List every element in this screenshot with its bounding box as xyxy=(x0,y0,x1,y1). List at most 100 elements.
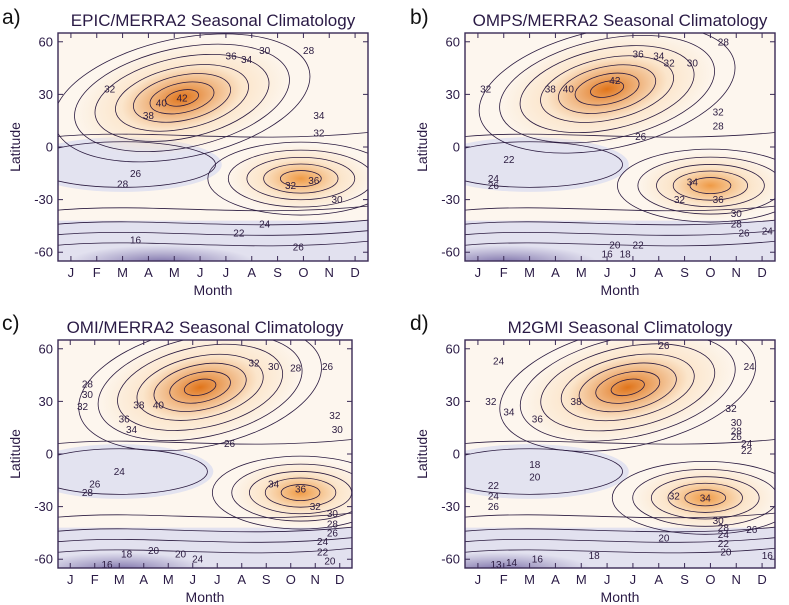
contour-label: 26 xyxy=(738,228,750,239)
contour-label: 24 xyxy=(317,537,329,548)
contour-line-north-4 xyxy=(540,55,675,123)
contour-label: 24 xyxy=(488,492,500,503)
contour-line-tropics xyxy=(465,448,623,495)
x-tick-label: O xyxy=(286,572,296,587)
contour-line-band-4 xyxy=(465,230,775,236)
contour-label: 16 xyxy=(762,551,774,562)
contour-line-north-1 xyxy=(478,33,736,154)
x-axis-label: Month xyxy=(186,589,225,605)
contour-label: 26 xyxy=(658,341,670,352)
contour-label: 40 xyxy=(153,400,165,411)
contour-line-north-2 xyxy=(74,43,290,153)
contour-label: 22 xyxy=(718,539,730,550)
contour-line-band-1 xyxy=(465,439,775,445)
panel-title: EPIC/MERRA2 Seasonal Climatology xyxy=(71,11,356,30)
contour-line-north-5 xyxy=(153,362,247,412)
x-axis-label: Month xyxy=(194,282,233,298)
contour-label: 24 xyxy=(744,362,756,373)
contour-label: 32 xyxy=(669,492,681,503)
contour-label: 24 xyxy=(718,530,730,541)
contour-label: 26 xyxy=(130,169,142,180)
contour-line-north-7 xyxy=(610,378,645,397)
cool-band-tropics xyxy=(465,137,629,192)
contour-label: 36 xyxy=(532,414,544,425)
x-tick-label: M xyxy=(163,572,174,587)
contour-label: 34 xyxy=(503,407,515,418)
contour-label: 26 xyxy=(293,242,305,253)
x-tick-label: J xyxy=(604,265,611,280)
contour-label: 18 xyxy=(529,460,541,471)
contour-label: 34 xyxy=(700,493,712,504)
x-tick-label: O xyxy=(705,265,715,280)
contour-label: 20 xyxy=(324,556,336,567)
contour-line-south-1 xyxy=(211,455,352,530)
contour-label: 28 xyxy=(731,220,743,231)
contour-label: 26 xyxy=(327,528,339,539)
contour-label: 30 xyxy=(332,425,344,436)
contour-line-band-2 xyxy=(58,512,352,519)
contour-label: 28 xyxy=(731,427,743,438)
x-tick-label: A xyxy=(237,572,246,587)
panel-title: OMPS/MERRA2 Seasonal Climatology xyxy=(473,11,768,30)
contour-line-band-5 xyxy=(465,240,775,247)
contour-line-band-2 xyxy=(465,205,775,212)
contour-line-north-5 xyxy=(558,64,657,114)
contour-line-band-1 xyxy=(58,439,352,445)
x-tick-label: A xyxy=(144,265,153,280)
contour-line-south-2 xyxy=(227,149,368,208)
contour-label: 30 xyxy=(713,516,725,527)
contour-line-band-1 xyxy=(58,132,368,138)
contour-line-tropics xyxy=(58,448,208,495)
contour-line-band-2 xyxy=(58,205,368,212)
y-tick-label: -60 xyxy=(34,245,53,260)
y-tick-label: 60 xyxy=(446,341,460,356)
contour-label: 32 xyxy=(674,195,686,206)
maximum-blob-north xyxy=(517,340,738,446)
contour-label: 26 xyxy=(731,432,743,443)
contour-line-band-3 xyxy=(465,526,775,533)
contour-label: 16 xyxy=(532,555,544,566)
x-tick-label: A xyxy=(654,572,663,587)
contour-line-north-6 xyxy=(574,72,640,106)
contour-label: 28 xyxy=(718,37,730,48)
contour-label: 24 xyxy=(762,227,774,238)
contour-label: 38 xyxy=(143,111,155,122)
contour-label: 34 xyxy=(313,111,325,122)
minimum-blob xyxy=(58,230,332,261)
contour-label: 34 xyxy=(268,479,280,490)
contour-label: 40 xyxy=(563,85,575,96)
y-tick-label: -60 xyxy=(441,552,460,567)
minimum-blob xyxy=(465,230,674,261)
panel-letter: b) xyxy=(410,6,429,29)
y-tick-label: 30 xyxy=(446,394,460,409)
x-tick-label: A xyxy=(551,265,560,280)
contour-label: 36 xyxy=(295,485,307,496)
x-tick-label: M xyxy=(169,265,180,280)
contour-label: 32 xyxy=(285,181,297,192)
minimum-blob xyxy=(465,537,669,568)
x-axis-label: Month xyxy=(601,589,640,605)
contour-line-band-3 xyxy=(58,526,352,533)
contour-line-north-1 xyxy=(78,340,322,452)
contour-label: 32 xyxy=(313,128,325,139)
y-tick-label: -60 xyxy=(441,245,460,260)
contour-label: 32 xyxy=(310,502,322,513)
x-tick-label: J xyxy=(630,265,637,280)
contour-line-north-3 xyxy=(117,343,284,431)
contour-line-north-1 xyxy=(499,340,757,452)
x-tick-label: M xyxy=(117,265,128,280)
contour-label: 20 xyxy=(175,549,187,560)
contour-line-south-4 xyxy=(672,170,749,201)
contour-line-north-2 xyxy=(499,34,715,144)
contour-line-north-7 xyxy=(183,378,217,396)
contour-line-south-1 xyxy=(611,460,775,535)
x-tick-label: N xyxy=(732,572,741,587)
x-tick-label: J xyxy=(630,572,637,587)
contour-line-band-3 xyxy=(465,219,775,226)
contour-label: 24 xyxy=(741,439,753,450)
y-tick-label: 30 xyxy=(39,394,53,409)
panel-letter: c) xyxy=(2,312,20,335)
x-tick-label: M xyxy=(524,265,535,280)
x-tick-label: J xyxy=(214,572,221,587)
